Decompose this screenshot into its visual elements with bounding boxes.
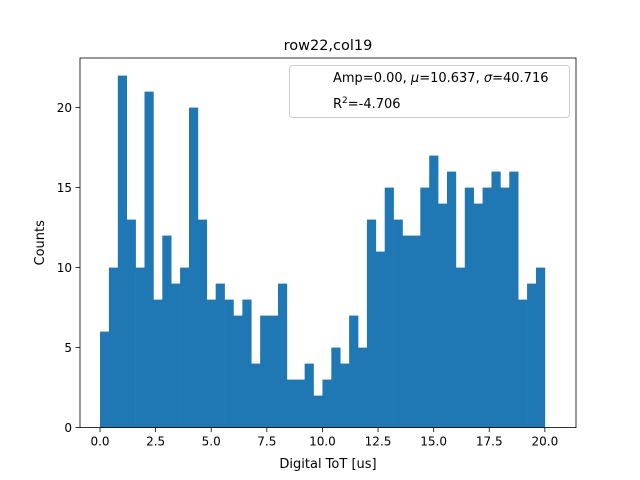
legend-mu-symbol: μ — [410, 71, 419, 86]
x-tick-label: 7.5 — [257, 435, 276, 449]
histogram-bar — [304, 363, 314, 428]
histogram-bar — [135, 267, 145, 428]
legend-r-label: R — [333, 97, 342, 112]
x-tick-label: 2.5 — [146, 435, 165, 449]
histogram-bar — [171, 283, 181, 428]
histogram-bar — [295, 379, 305, 428]
histogram-bar — [224, 299, 234, 428]
histogram-bar — [108, 267, 119, 428]
histogram-bar — [420, 187, 430, 428]
x-axis-ticks: 0.0 2.5 5.0 7.5 10.0 12.5 15.0 17.5 20.0 — [90, 427, 559, 449]
histogram-bar — [100, 331, 110, 428]
histogram-bar — [162, 235, 172, 428]
histogram-bar — [509, 171, 519, 428]
histogram-bar — [188, 107, 199, 428]
histogram-bar — [500, 187, 510, 428]
histogram-bar — [402, 235, 412, 428]
x-tick-label: 12.5 — [365, 435, 392, 449]
histogram-bar — [269, 315, 279, 428]
histogram-bar — [277, 283, 288, 428]
histogram-bar — [358, 347, 368, 428]
histogram-bar — [197, 219, 208, 428]
x-tick-label: 10.0 — [309, 435, 336, 449]
histogram-bar — [464, 187, 474, 428]
x-tick-label: 5.0 — [202, 435, 221, 449]
y-tick-label: 5 — [64, 341, 72, 355]
histogram-bar — [482, 187, 492, 428]
legend-fit-params: Amp=0.00, μ=10.637, σ=40.716 — [333, 71, 549, 86]
legend-r-squared: R2=-4.706 — [333, 96, 401, 112]
histogram-bar — [180, 267, 190, 428]
histogram-bar — [340, 363, 350, 428]
histogram-bar — [384, 187, 394, 428]
x-tick-label: 17.5 — [476, 435, 503, 449]
legend-sigma-value: =40.716 — [492, 71, 548, 86]
histogram-bar — [144, 91, 154, 428]
y-tick-label: 10 — [57, 261, 72, 275]
legend-r-superscript: 2 — [342, 96, 348, 106]
legend-box — [289, 65, 570, 118]
plot-frame — [79, 57, 577, 429]
chart-title: row22,col19 — [284, 38, 373, 54]
histogram-bar — [438, 203, 448, 428]
y-axis-label: Counts — [33, 220, 48, 266]
histogram-bar — [126, 219, 136, 428]
histogram-bar — [233, 315, 243, 428]
histogram-bar — [286, 379, 297, 428]
histogram-bar — [153, 299, 163, 428]
histogram-bar — [473, 203, 483, 428]
histogram-bar — [313, 395, 323, 428]
x-axis-label: Digital ToT [us] — [279, 457, 376, 472]
y-tick-label: 20 — [57, 101, 72, 115]
y-tick-label: 15 — [57, 181, 72, 195]
histogram-bar — [527, 283, 537, 428]
histogram-bar — [251, 363, 261, 428]
x-tick-label: 15.0 — [420, 435, 447, 449]
histogram-bar — [535, 267, 546, 428]
histogram-bar — [455, 267, 466, 428]
histogram-bar — [411, 235, 421, 428]
histogram-bars — [100, 75, 546, 428]
histogram-bar — [393, 219, 403, 428]
histogram-bar — [260, 315, 270, 428]
x-tick-label: 20.0 — [532, 435, 559, 449]
y-axis-ticks: 0 5 10 15 20 — [57, 101, 80, 435]
histogram-bar — [366, 219, 377, 428]
legend-r-value: =-4.706 — [348, 97, 401, 112]
histogram-bar — [491, 171, 501, 428]
histogram-bar — [322, 379, 332, 428]
histogram-bar — [375, 251, 386, 428]
histogram-bar — [117, 75, 128, 428]
histogram-bar — [331, 347, 341, 428]
legend-mu-value: =10.637, — [419, 71, 484, 86]
x-tick-label: 0.0 — [90, 435, 109, 449]
histogram-bar — [206, 299, 216, 428]
legend-sigma-symbol: σ — [484, 71, 493, 86]
histogram-bar — [215, 283, 225, 428]
histogram-bar — [429, 155, 439, 428]
histogram-bar — [242, 299, 252, 428]
histogram-bar — [446, 171, 457, 428]
legend: Amp=0.00, μ=10.637, σ=40.716 R2=-4.706 — [289, 65, 570, 118]
histogram-bar — [518, 299, 528, 428]
histogram-bar — [349, 315, 359, 428]
legend-amp-text: Amp=0.00, — [333, 71, 411, 86]
y-tick-label: 0 — [64, 421, 72, 435]
